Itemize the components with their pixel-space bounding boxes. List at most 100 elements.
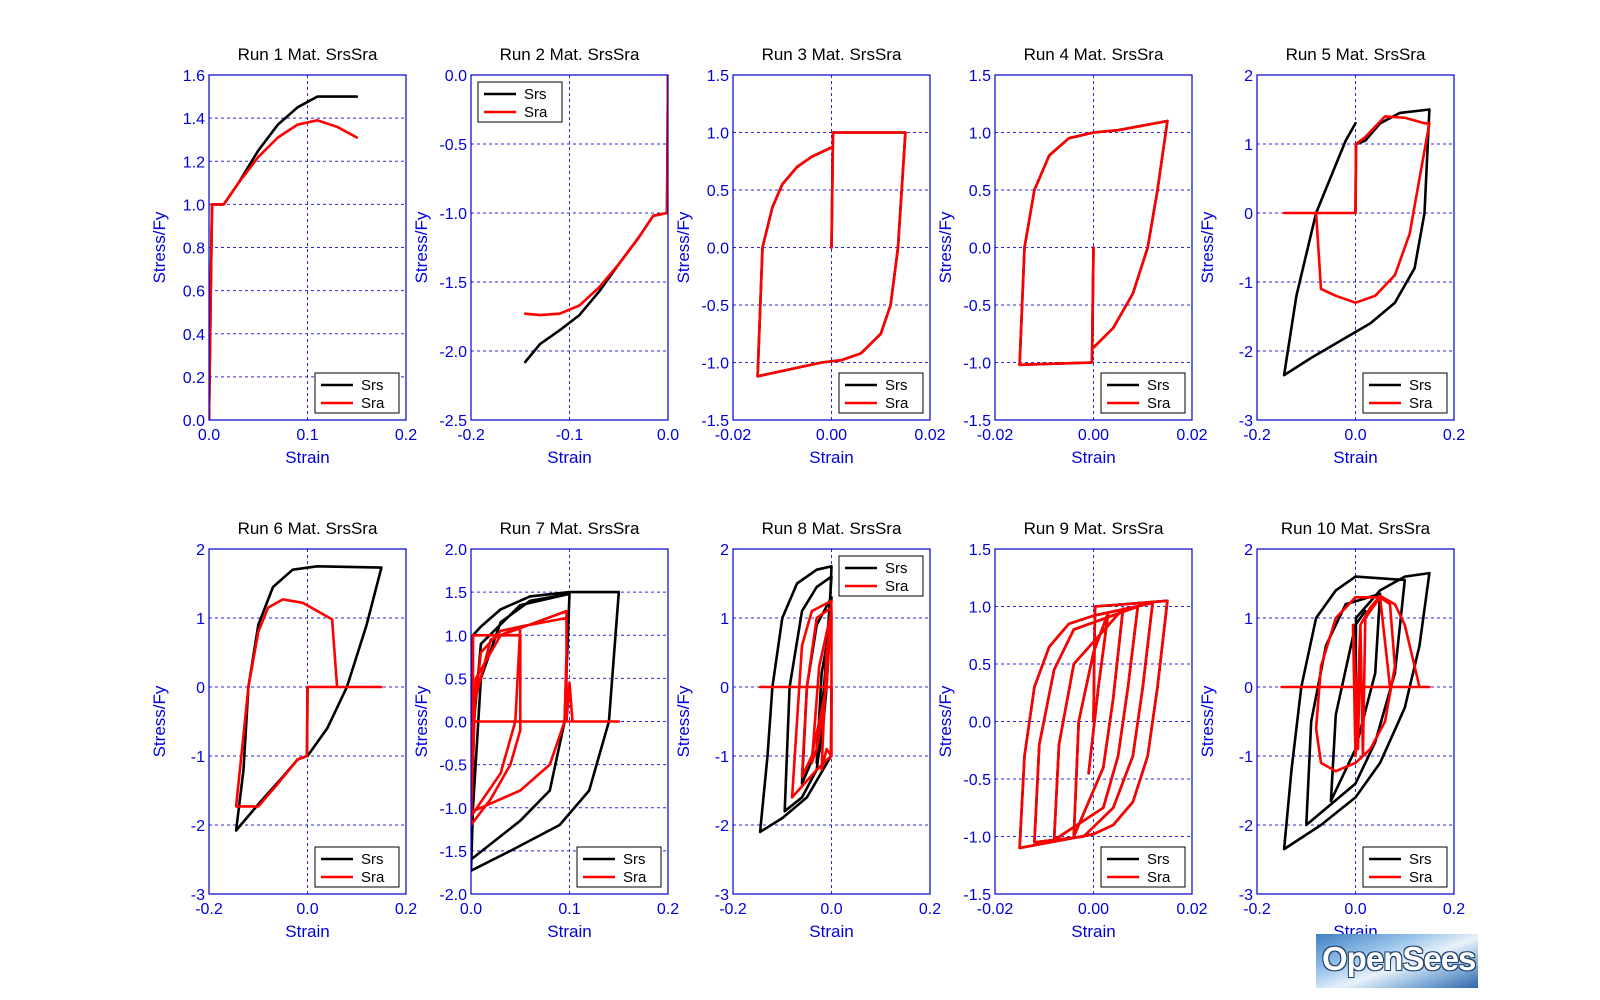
y-tick-label: 1.0 bbox=[969, 600, 991, 617]
opensees-logo: OpenSees bbox=[1316, 934, 1478, 988]
x-axis-label: Strain bbox=[1333, 448, 1377, 467]
series-line-srs bbox=[471, 590, 621, 873]
x-tick-label: -0.2 bbox=[719, 901, 747, 918]
y-tick-label: -1.0 bbox=[963, 356, 991, 373]
x-tick-label: 0.0 bbox=[1344, 427, 1366, 444]
y-tick-label: -2 bbox=[715, 818, 729, 835]
legend-box bbox=[1362, 372, 1448, 414]
y-tick-label: -1.0 bbox=[701, 356, 729, 373]
y-tick-label: -0.5 bbox=[963, 772, 991, 789]
y-tick-label: 1 bbox=[1244, 137, 1253, 154]
plot-frame bbox=[470, 548, 669, 895]
x-tick-label: 0.02 bbox=[1176, 901, 1207, 918]
y-axis-label: Stress/Fy bbox=[1198, 211, 1217, 283]
legend-label-srs: Srs bbox=[361, 851, 384, 868]
legend: SrsSra bbox=[1362, 846, 1448, 888]
y-tick-label: -2 bbox=[1239, 818, 1253, 835]
x-tick-label: 0.00 bbox=[1078, 427, 1109, 444]
y-tick-label: -2 bbox=[191, 818, 205, 835]
chart-title: Run 10 Mat. SrsSra bbox=[1281, 519, 1431, 538]
legend-label-sra: Sra bbox=[1409, 395, 1433, 412]
x-tick-label: 0.0 bbox=[657, 427, 679, 444]
y-tick-label: 0.6 bbox=[183, 284, 205, 301]
y-tick-label: 1.5 bbox=[707, 68, 729, 85]
x-axis-label: Strain bbox=[1071, 922, 1115, 941]
legend-label-sra: Sra bbox=[885, 578, 909, 595]
y-tick-label: -2.0 bbox=[439, 887, 467, 904]
legend-label-srs: Srs bbox=[885, 377, 908, 394]
y-tick-label: 1.0 bbox=[183, 197, 205, 214]
x-tick-label: -0.2 bbox=[1243, 901, 1271, 918]
y-tick-label: 1.5 bbox=[445, 585, 467, 602]
legend-box bbox=[576, 846, 662, 888]
plot-frame bbox=[1256, 74, 1455, 421]
plot-frame bbox=[732, 74, 931, 421]
chart-title: Run 3 Mat. SrsSra bbox=[762, 45, 902, 64]
legend-label-srs: Srs bbox=[361, 377, 384, 394]
y-tick-label: -1.5 bbox=[439, 844, 467, 861]
legend-box bbox=[1100, 846, 1186, 888]
x-tick-label: -0.1 bbox=[556, 427, 584, 444]
legend-label-sra: Sra bbox=[1147, 395, 1171, 412]
y-tick-label: -2.0 bbox=[439, 344, 467, 361]
y-tick-label: 1.0 bbox=[707, 126, 729, 143]
series-line-srs bbox=[1282, 108, 1431, 377]
y-tick-label: 2.0 bbox=[445, 542, 467, 559]
plot-frame bbox=[208, 548, 407, 895]
legend: SrsSra bbox=[477, 81, 563, 123]
y-axis-label: Stress/Fy bbox=[936, 211, 955, 283]
x-axis-label: Strain bbox=[809, 448, 853, 467]
y-tick-label: 1.5 bbox=[969, 542, 991, 559]
subplot-run-4: -0.02 0.00 0.02 -1.5 -1.0 -0.5 0.0 0.5 1.0 1.5 Run… bbox=[936, 45, 1208, 467]
x-tick-label: -0.2 bbox=[457, 427, 485, 444]
chart-title: Run 8 Mat. SrsSra bbox=[762, 519, 902, 538]
y-tick-label: -1.5 bbox=[963, 413, 991, 430]
series-line-srs bbox=[209, 95, 359, 420]
legend-label-sra: Sra bbox=[361, 395, 385, 412]
legend-box bbox=[314, 846, 400, 888]
series-line-sra bbox=[523, 75, 668, 317]
y-tick-label: -1 bbox=[715, 749, 729, 766]
y-tick-label: -1.5 bbox=[701, 413, 729, 430]
legend-label-sra: Sra bbox=[885, 395, 909, 412]
y-tick-label: 0 bbox=[720, 680, 729, 697]
y-tick-label: -0.5 bbox=[963, 298, 991, 315]
subplot-run-3: -0.02 0.00 0.02 -1.5 -1.0 -0.5 0.0 0.5 1.0 1.5 Run… bbox=[674, 45, 946, 467]
legend: SrsSra bbox=[1100, 372, 1186, 414]
y-tick-label: 2 bbox=[720, 542, 729, 559]
chart-title: Run 1 Mat. SrsSra bbox=[238, 45, 378, 64]
chart-title: Run 4 Mat. SrsSra bbox=[1024, 45, 1164, 64]
legend: SrsSra bbox=[576, 846, 662, 888]
series-line-sra bbox=[1280, 594, 1431, 773]
subplot-run-1: 0.0 0.1 0.2 0.0 0.2 0.4 0.6 0.8 1.0 1.2 1.4 1.6 Run … bbox=[150, 45, 417, 467]
legend-label-sra: Sra bbox=[623, 869, 647, 886]
y-axis-label: Stress/Fy bbox=[150, 685, 169, 757]
y-tick-label: -1.5 bbox=[439, 275, 467, 292]
y-tick-label: 0.4 bbox=[183, 327, 205, 344]
x-tick-label: -0.2 bbox=[195, 901, 223, 918]
x-tick-label: 0.0 bbox=[820, 901, 842, 918]
legend: SrsSra bbox=[1100, 846, 1186, 888]
plot-frame bbox=[994, 548, 1193, 895]
y-tick-label: 0 bbox=[196, 680, 205, 697]
y-axis-label: Stress/Fy bbox=[674, 211, 693, 283]
y-axis-label: Stress/Fy bbox=[674, 685, 693, 757]
legend: SrsSra bbox=[314, 372, 400, 414]
subplot-run-5: -0.2 0.0 0.2 -3 -2 -1 0 1 2 Run 5 Mat. SrsSra Stra… bbox=[1198, 45, 1465, 467]
x-axis-label: Strain bbox=[809, 922, 853, 941]
x-axis-label: Strain bbox=[547, 448, 591, 467]
series-line-sra bbox=[1018, 119, 1169, 367]
y-tick-label: 0.0 bbox=[707, 241, 729, 258]
legend: SrsSra bbox=[1362, 372, 1448, 414]
x-tick-label: -0.02 bbox=[715, 427, 752, 444]
series-line-sra bbox=[209, 119, 359, 420]
y-tick-label: 0.8 bbox=[183, 241, 205, 258]
legend-label-sra: Sra bbox=[524, 104, 548, 121]
x-tick-label: 0.02 bbox=[914, 427, 945, 444]
x-tick-label: 0.2 bbox=[395, 901, 417, 918]
y-tick-label: -3 bbox=[1239, 413, 1253, 430]
x-tick-label: 0.1 bbox=[558, 901, 580, 918]
x-tick-label: 0.0 bbox=[1344, 901, 1366, 918]
y-tick-label: 1.0 bbox=[445, 628, 467, 645]
